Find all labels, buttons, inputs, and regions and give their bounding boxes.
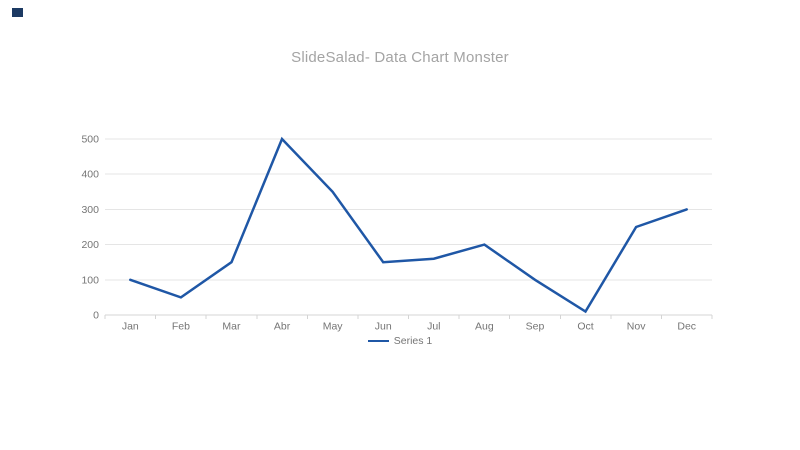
x-axis-label: Mar bbox=[222, 321, 241, 333]
x-axis-label: Oct bbox=[577, 321, 593, 333]
legend: Series 1 bbox=[0, 335, 800, 347]
x-axis-label: Abr bbox=[274, 321, 291, 333]
y-axis-label: 100 bbox=[81, 274, 99, 286]
x-axis-label: Jul bbox=[427, 321, 440, 333]
x-axis-label: Jun bbox=[375, 321, 392, 333]
legend-marker-line bbox=[367, 339, 389, 343]
legend-series-label: Series 1 bbox=[393, 335, 433, 347]
y-axis-label: 400 bbox=[81, 169, 99, 181]
x-axis-label: Sep bbox=[526, 321, 545, 333]
y-axis-label: 300 bbox=[81, 204, 99, 216]
chart-title: SlideSalad- Data Chart Monster bbox=[291, 49, 509, 66]
series-line bbox=[129, 136, 688, 314]
x-axis-label: Aug bbox=[475, 321, 494, 333]
x-axis-label: Feb bbox=[172, 321, 190, 333]
x-axis-label: Dec bbox=[677, 321, 696, 333]
x-axis-label: May bbox=[323, 321, 344, 333]
x-axis-label: Nov bbox=[627, 321, 646, 333]
y-axis-label: 200 bbox=[81, 239, 99, 251]
logo-square bbox=[12, 8, 23, 17]
x-axis-label: Jan bbox=[122, 321, 139, 333]
y-axis-label: 500 bbox=[81, 134, 99, 146]
y-axis-label: 0 bbox=[93, 310, 99, 322]
